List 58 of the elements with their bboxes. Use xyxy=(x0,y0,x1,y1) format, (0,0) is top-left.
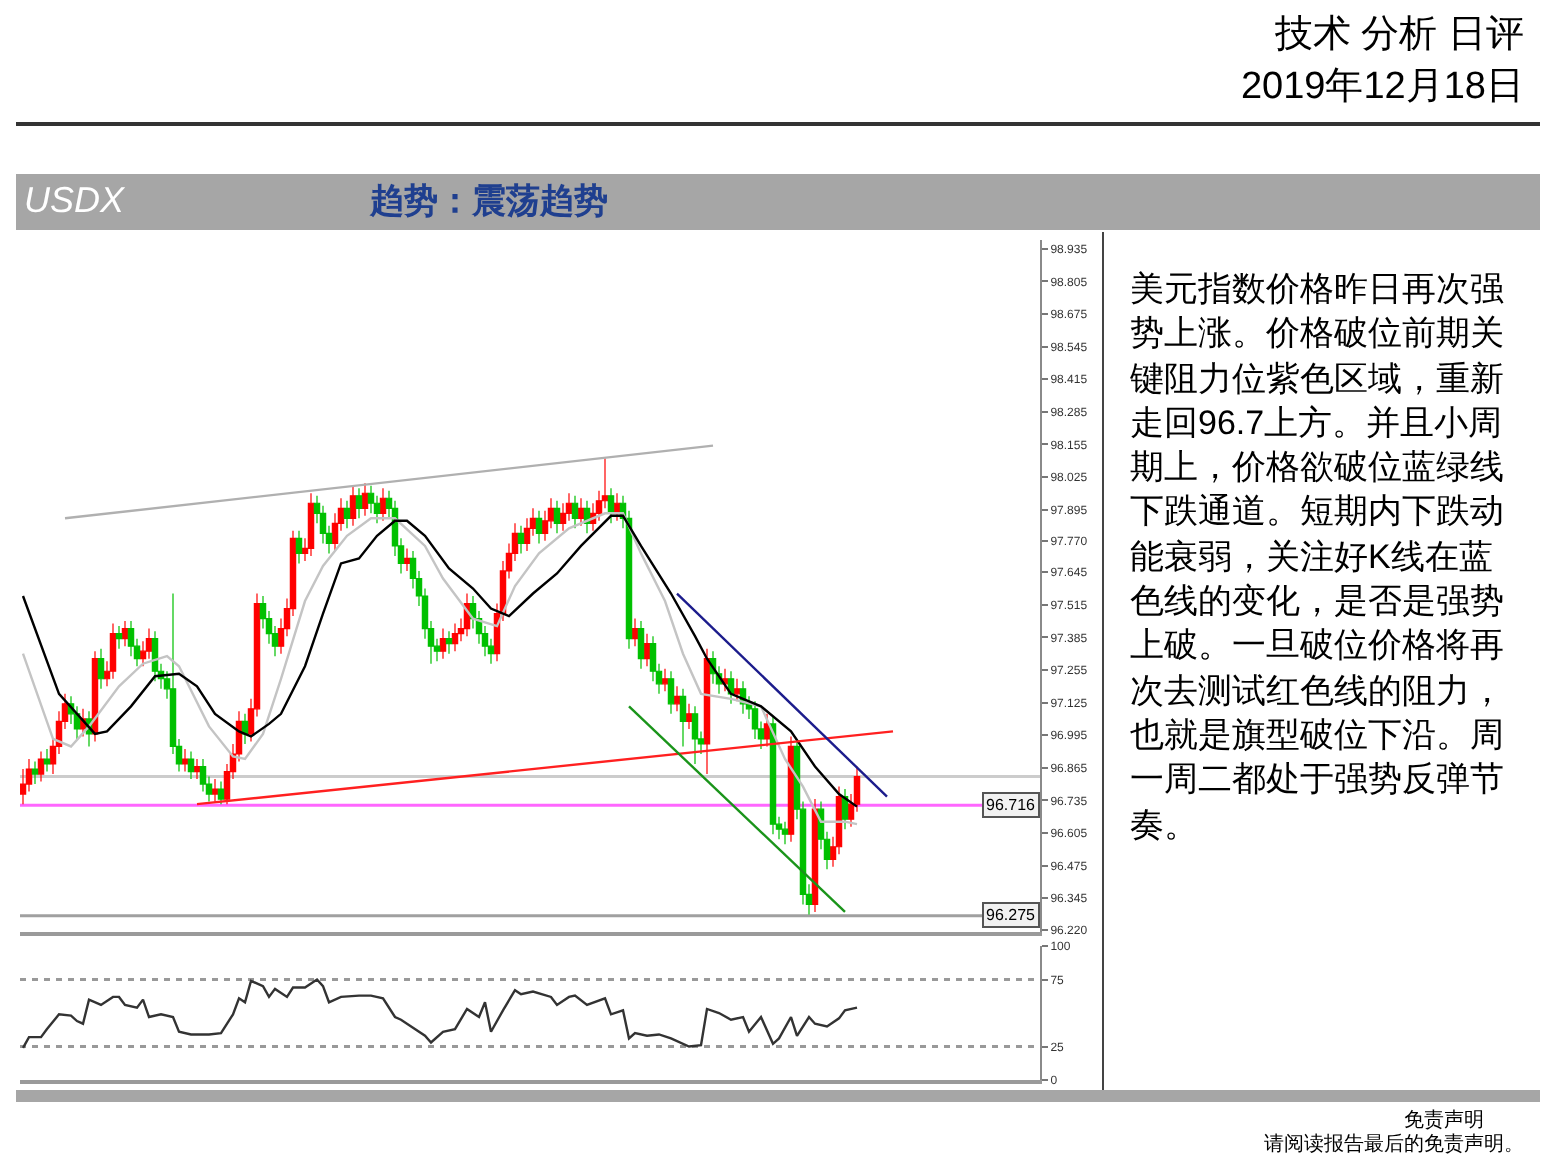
candlestick xyxy=(43,748,51,773)
candlestick xyxy=(703,648,711,775)
candlestick xyxy=(631,618,639,647)
candlestick xyxy=(31,760,39,785)
ref-line-label: 96.275 xyxy=(986,906,1037,924)
candlestick xyxy=(787,735,795,843)
candlestick xyxy=(571,495,579,529)
chart-subtitle: 趋势：震荡趋势 xyxy=(370,180,608,222)
candlestick xyxy=(517,525,525,554)
candlestick xyxy=(661,668,669,692)
candlestick xyxy=(307,492,315,557)
candlestick xyxy=(763,713,771,748)
candlestick xyxy=(607,487,615,524)
candlestick xyxy=(109,623,117,680)
ref-line-label: 96.716 xyxy=(986,796,1037,814)
candlestick xyxy=(445,630,453,655)
candlestick xyxy=(841,788,849,830)
candlestick xyxy=(733,678,741,702)
candlestick xyxy=(37,750,45,783)
candlestick xyxy=(679,688,687,748)
candlestick xyxy=(181,748,189,773)
candlestick xyxy=(577,497,585,527)
candlestick xyxy=(115,625,123,650)
candlestick xyxy=(343,500,351,529)
candlestick xyxy=(349,485,357,527)
candlestick xyxy=(643,633,651,667)
candlestick xyxy=(145,628,153,660)
candlestick xyxy=(535,510,543,544)
candlestick xyxy=(361,482,369,517)
candlestick xyxy=(451,623,459,652)
candlestick xyxy=(691,705,699,765)
text: 请阅读报告最后的免责声明。 xyxy=(1264,1134,1524,1158)
candlestick xyxy=(673,685,681,712)
candlestick xyxy=(439,628,447,660)
candlestick xyxy=(151,630,159,682)
chart-title: USDX xyxy=(24,178,125,222)
candlestick xyxy=(295,530,303,565)
text: 技术 分析 日评 xyxy=(1274,12,1524,58)
candlestick xyxy=(781,821,789,845)
candlestick xyxy=(187,750,195,780)
candlestick xyxy=(637,620,645,670)
candlestick xyxy=(217,780,225,805)
candlestick xyxy=(211,778,219,803)
text: 免责声明 xyxy=(1404,1110,1484,1133)
candlestick xyxy=(193,758,201,780)
candlestick xyxy=(97,648,105,690)
candlestick xyxy=(121,620,129,647)
candlestick xyxy=(379,487,387,522)
candlestick xyxy=(667,670,675,715)
text: 2019年12月18日 xyxy=(1240,64,1524,110)
line-series xyxy=(21,978,859,1050)
text: 美元指数价格昨日再次强势上涨。价格破位前期关键阻力位紫色区域，重新走回96.7上方。并且小周期上，价格欲破位蓝绿线下跌通道。短期内下跌动能衰弱，关注好K线在蓝色线的变化，是否是强势上破。一旦破位价格将再次去测试红色线的阻力，也就是旗型破位下沿。周一周二都处于强势反弹节奏。 xyxy=(1130,270,1504,844)
candlestick xyxy=(403,547,411,572)
candlestick xyxy=(613,492,621,522)
candlestick xyxy=(355,487,363,519)
candlestick xyxy=(241,713,249,745)
candlestick xyxy=(553,500,561,534)
candlestick xyxy=(685,703,693,730)
